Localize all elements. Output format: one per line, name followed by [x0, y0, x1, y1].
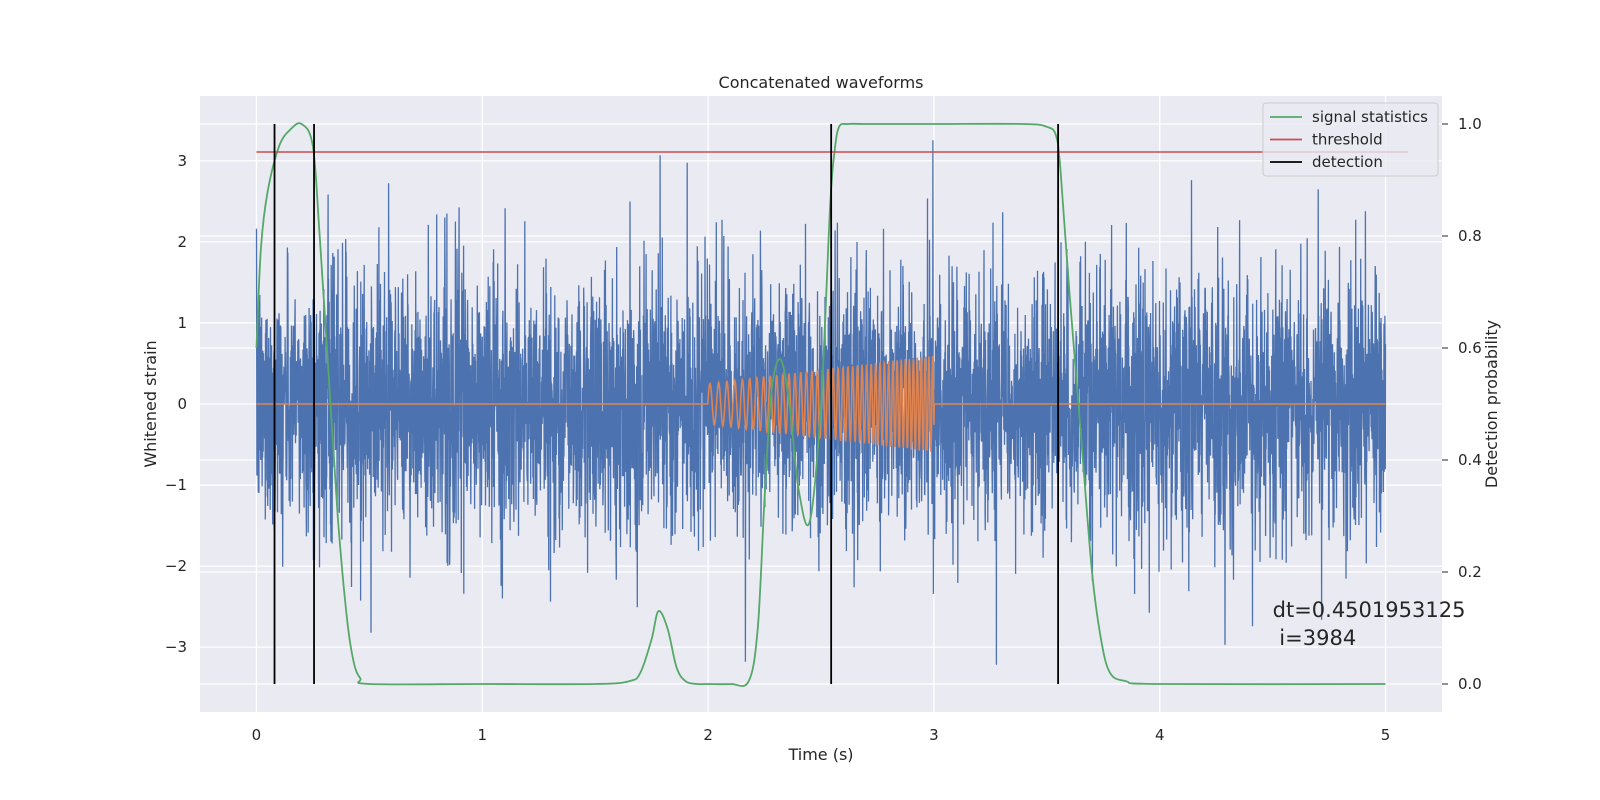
y-tick-label: 1 [177, 314, 187, 332]
y2-tick-label: 0.6 [1458, 339, 1482, 357]
legend-label: threshold [1312, 131, 1383, 149]
x-axis-label: Time (s) [787, 745, 853, 764]
y2-tick-label: 0.0 [1458, 675, 1482, 693]
x-tick-label: 4 [1155, 726, 1165, 744]
signal-statistics-line [255, 122, 1386, 687]
y2-axis-label: Detection probability [1482, 320, 1501, 488]
chirp-series [256, 355, 1386, 452]
annotation-text: dt=0.4501953125 [1273, 598, 1466, 622]
legend-label: detection [1312, 153, 1383, 171]
noise-series [255, 140, 1387, 665]
annotation-text: i=3984 [1273, 626, 1357, 650]
x-tick-label: 1 [477, 726, 487, 744]
legend-box [1262, 102, 1439, 177]
y2-tick-label: 0.4 [1458, 451, 1482, 469]
y2-tick-label: 0.8 [1458, 227, 1482, 245]
y-tick-label: −1 [165, 476, 187, 494]
y2-tick-label: 1.0 [1458, 115, 1482, 133]
chart-title: Concatenated waveforms [719, 73, 924, 92]
y-tick-label: 3 [177, 152, 187, 170]
y2-tick-label: 0.2 [1458, 563, 1482, 581]
y-tick-label: 0 [177, 395, 187, 413]
y-tick-label: −2 [165, 557, 187, 575]
series-layer [255, 122, 1409, 687]
annotation: dt=0.4501953125 i=3984 [1273, 598, 1466, 650]
y-axis-label: Whitened strain [141, 340, 160, 467]
legend: signal statistics threshold detection [1262, 102, 1439, 177]
x-tick-label: 5 [1381, 726, 1391, 744]
x-tick-label: 2 [703, 726, 713, 744]
y-tick-label: 2 [177, 233, 187, 251]
y-tick-label: −3 [165, 638, 187, 656]
x-tick-label: 3 [929, 726, 939, 744]
axes-layer: 0 1 2 3 4 5 −3 −2 −1 0 1 2 3 0.0 0.2 0.4 0.6 0.8 1.0 [165, 115, 1482, 744]
x-tick-label: 0 [252, 726, 262, 744]
legend-label: signal statistics [1312, 108, 1428, 126]
